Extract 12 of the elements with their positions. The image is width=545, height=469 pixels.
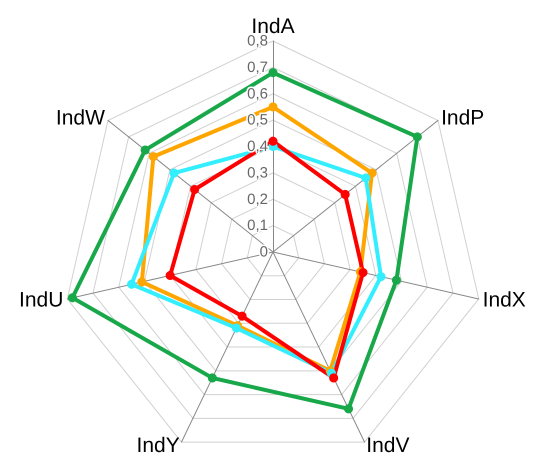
y-tick-label: 0,3 [247,164,268,182]
spoke-label: IndP [441,106,484,130]
y-tick-label: 0,7 [247,58,268,76]
y-tick-label: 0,5 [247,112,268,129]
y-tick-label: 0,1 [247,217,268,234]
spoke-label: IndU [19,288,64,312]
y-tick-label: 0,6 [247,85,268,102]
spoke-label: IndV [366,434,410,458]
y-tick-label: 0,2 [247,190,268,208]
spoke-label: IndY [136,434,180,458]
spoke-label: IndX [482,288,526,312]
spoke-label: IndW [56,106,106,130]
